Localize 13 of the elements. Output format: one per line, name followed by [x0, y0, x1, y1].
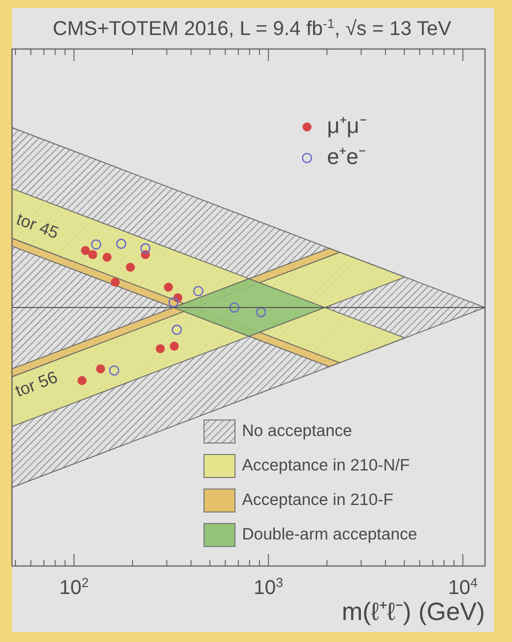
- x-tick-label: 10$^{3}$: [254, 574, 284, 599]
- x-tick-label: 10$^{2}$: [59, 574, 89, 599]
- chart-title: CMS+TOTEM 2016, L = 9.4 fb$^{-1}$, √s = 13 TeV: [52, 16, 452, 40]
- annotation: tor 45: [14, 210, 62, 244]
- legend-label: No acceptance: [242, 422, 352, 440]
- x-axis-title: m(ℓ⁺ℓ⁻) (GeV): [342, 598, 485, 626]
- legend-label: μ⁺μ⁻: [327, 112, 366, 138]
- legend-label: e⁺e⁻: [327, 144, 366, 169]
- legend-label: Double-arm acceptance: [242, 526, 418, 544]
- x-tick-label: 10$^{4}$: [448, 574, 478, 599]
- legend-label: Acceptance in 210-F: [242, 491, 394, 510]
- legend-label: Acceptance in 210-N/F: [242, 456, 410, 475]
- annotation: tor 56: [12, 368, 60, 402]
